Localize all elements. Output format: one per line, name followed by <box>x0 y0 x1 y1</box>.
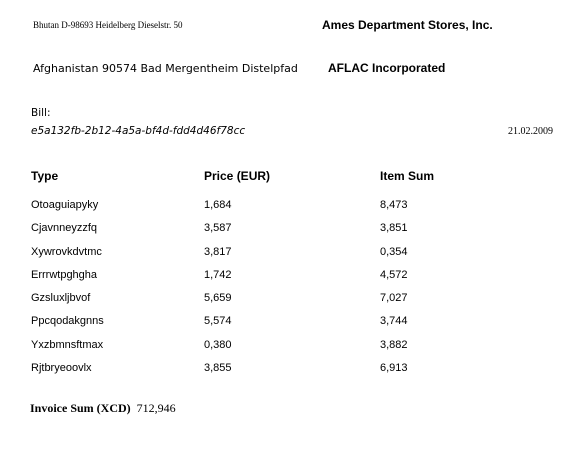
column-header-price: Price (EUR) <box>204 169 271 183</box>
cell-type: Gzsluxljbvof <box>31 292 91 305</box>
cell-price: 3,587 <box>204 222 232 235</box>
column-header-item-sum: Item Sum <box>380 169 435 183</box>
cell-type: Otoaguiapyky <box>31 199 99 211</box>
cell-item-sum: 3,851 <box>380 222 408 235</box>
table-row: Rjtbryeoovlx 3,855 6,913 <box>0 362 585 385</box>
cell-item-sum: 3,744 <box>380 315 408 328</box>
cell-type: Xywrovkdvtmc <box>31 245 102 258</box>
cell-type: Ppcqodakgnns <box>31 315 104 328</box>
recipient-address: Afghanistan 90574 Bad Mergentheim Distel… <box>33 62 298 75</box>
table-row: Cjavnneyzzfq 3,587 3,851 <box>0 222 585 245</box>
bill-date: 21.02.2009 <box>508 126 553 137</box>
invoice-sum-label: Invoice Sum (XCD) <box>30 401 131 415</box>
sender-address: Bhutan D-98693 Heidelberg Dieselstr. 50 <box>33 20 183 30</box>
cell-item-sum: 7,027 <box>380 292 408 305</box>
cell-item-sum: 3,882 <box>380 338 408 351</box>
cell-price: 1,684 <box>204 199 232 211</box>
table-row: Gzsluxljbvof 5,659 7,027 <box>0 292 585 315</box>
invoice-sum-value: 712,946 <box>136 401 176 415</box>
items-table-body: Otoaguiapyky 1,684 8,473 Cjavnneyzzfq 3,… <box>0 199 585 385</box>
recipient-company: AFLAC Incorporated <box>328 61 446 75</box>
table-row: Ppcqodakgnns 5,574 3,744 <box>0 315 585 338</box>
cell-type: Rjtbryeoovlx <box>31 362 92 375</box>
table-row: Xywrovkdvtmc 3,817 0,354 <box>0 246 585 269</box>
cell-type: Errrwtpghgha <box>31 268 98 281</box>
cell-type: Yxzbmnsftmax <box>31 338 104 351</box>
bill-id: e5a132fb-2b12-4a5a-bf4d-fdd4d46f78cc <box>31 125 246 137</box>
cell-price: 0,380 <box>204 338 232 351</box>
cell-item-sum: 0,354 <box>380 245 408 258</box>
cell-price: 1,742 <box>204 268 232 281</box>
bill-label: Bill: <box>31 107 51 119</box>
cell-price: 5,574 <box>204 315 232 328</box>
column-header-type: Type <box>31 169 59 183</box>
invoice-total: Invoice Sum (XCD) 712,946 <box>30 401 176 416</box>
table-row: Errrwtpghgha 1,742 4,572 <box>0 269 585 292</box>
table-row: Yxzbmnsftmax 0,380 3,882 <box>0 339 585 362</box>
company-name: Ames Department Stores, Inc. <box>322 18 493 32</box>
cell-item-sum: 4,572 <box>380 268 408 281</box>
cell-type: Cjavnneyzzfq <box>31 222 98 235</box>
cell-item-sum: 6,913 <box>380 362 408 375</box>
cell-price: 3,855 <box>204 362 232 375</box>
table-row: Otoaguiapyky 1,684 8,473 <box>0 199 585 222</box>
cell-price: 5,659 <box>204 292 232 305</box>
cell-price: 3,817 <box>204 245 232 258</box>
cell-item-sum: 8,473 <box>380 199 408 211</box>
